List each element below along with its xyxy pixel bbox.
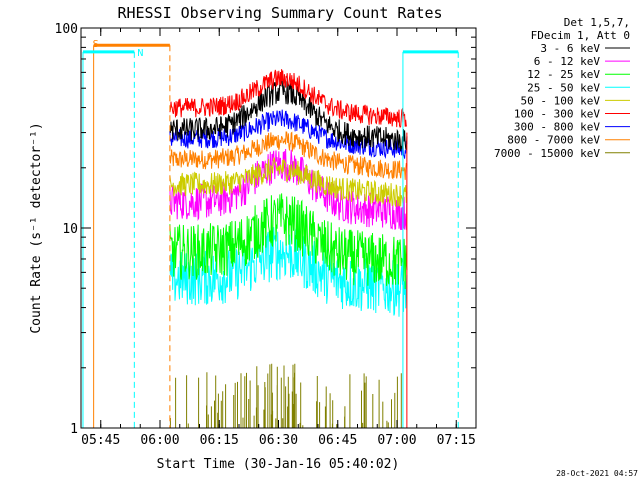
series-layer — [169, 69, 408, 428]
x-axis-label: Start Time (30-Jan-16 05:40:02) — [157, 457, 400, 472]
legend-label-8: 7000 - 15000 keV — [494, 147, 600, 160]
legend-label-7: 800 - 7000 keV — [507, 134, 600, 147]
chart-title: RHESSI Observing Summary Count Rates — [117, 4, 442, 22]
x-tick-label-0: 05:45 — [81, 433, 120, 448]
series-line-5 — [169, 69, 407, 129]
series-spikes-8 — [169, 363, 402, 428]
y-axis-label: Count Rate (s⁻¹ detector⁻¹) — [29, 122, 44, 333]
y-axis: 1 10 100 — [55, 22, 476, 437]
x-tick-label-2: 06:15 — [200, 433, 239, 448]
legend-label-2: 12 - 25 keV — [527, 68, 600, 81]
legend-header-2: FDecim 1, Att 0 — [531, 29, 630, 42]
flags-layer: SN — [82, 39, 459, 428]
legend-label-1: 6 - 12 keV — [534, 55, 601, 68]
x-tick-label-5: 07:00 — [377, 433, 416, 448]
legend-label-0: 3 - 6 keV — [540, 42, 600, 55]
x-tick-label-1: 06:00 — [140, 433, 179, 448]
x-tick-label-6: 07:15 — [437, 433, 476, 448]
x-tick-label-3: 06:30 — [259, 433, 298, 448]
y-tick-label-1: 10 — [62, 222, 78, 237]
legend-label-3: 25 - 50 keV — [527, 81, 600, 94]
y-tick-label-0: 1 — [70, 422, 78, 437]
flag-label-0: S — [93, 39, 99, 50]
x-axis: 05:45 06:00 06:15 06:30 06:45 07:00 07:15 — [80, 28, 477, 448]
legend-label-6: 300 - 800 keV — [514, 121, 600, 134]
legend-header-1: Det 1,5,7, — [564, 16, 630, 29]
y-tick-label-2: 100 — [55, 22, 78, 37]
series-line-2 — [169, 193, 408, 290]
x-tick-label-4: 06:45 — [318, 433, 357, 448]
series-line-0 — [169, 79, 408, 152]
series-line-1 — [169, 148, 408, 231]
legend-label-5: 100 - 300 keV — [514, 108, 600, 121]
series-line-7 — [169, 131, 408, 180]
series-line-4 — [169, 157, 408, 207]
generation-timestamp: 28-Oct-2021 04:57 — [556, 469, 638, 478]
flag-label-1: N — [137, 48, 143, 59]
legend-label-4: 50 - 100 keV — [521, 94, 601, 107]
